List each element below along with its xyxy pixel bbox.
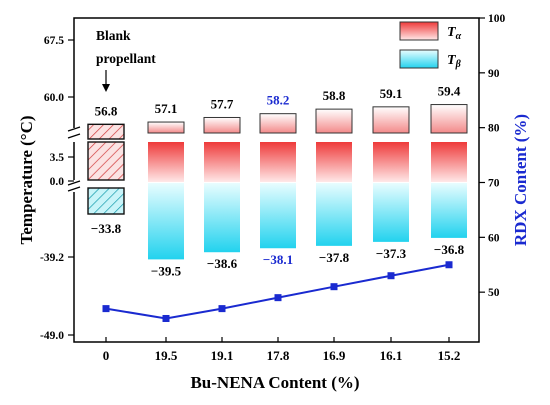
rdx-point <box>162 314 170 322</box>
bar-t-alpha-blank-lower <box>87 141 125 181</box>
bar-label-t-beta: −33.8 <box>91 221 122 236</box>
bar-label-t-alpha: 57.7 <box>211 96 234 111</box>
left-tick-label: 60.0 <box>44 92 64 104</box>
bar-label-t-beta: −38.6 <box>207 256 238 271</box>
bar-label-t-beta: −37.8 <box>319 250 350 265</box>
bar-t-alpha-upper <box>315 108 353 134</box>
x-tick-label: 16.1 <box>380 348 403 363</box>
rdx-point <box>102 305 110 313</box>
bar-t-alpha-lower <box>148 142 184 182</box>
x-tick-label: 16.9 <box>323 348 346 363</box>
bar-label-t-alpha: 56.8 <box>95 103 118 118</box>
bar-t-beta <box>148 183 184 260</box>
bar-t-beta <box>316 183 352 246</box>
x-axis-ticks: 0 19.5 19.1 17.8 16.9 16.1 15.2 <box>103 337 461 363</box>
rdx-point <box>330 283 338 291</box>
x-tick-label: 17.8 <box>267 348 290 363</box>
bar-label-t-beta: −39.5 <box>151 263 182 278</box>
bar-t-alpha-upper <box>147 121 185 134</box>
x-tick-label: 19.1 <box>211 348 234 363</box>
bar-label-t-beta: −37.3 <box>376 246 407 261</box>
bar-t-beta <box>373 183 409 242</box>
bar-t-alpha-upper <box>430 104 468 134</box>
annotation-line-2: propellant <box>96 51 156 66</box>
bar-label-t-alpha: 59.1 <box>380 86 403 101</box>
bar-t-alpha-lower <box>316 142 352 182</box>
bar-label-t-alpha: 58.8 <box>323 88 346 103</box>
bar-t-alpha-lower <box>260 142 296 182</box>
bar-t-alpha-upper <box>203 116 241 134</box>
left-tick-label: 0.0 <box>50 176 65 188</box>
right-axis-title: RDX Content (%) <box>511 114 530 246</box>
left-tick-label: 3.5 <box>50 152 65 164</box>
bar-t-beta <box>431 183 467 238</box>
bar-label-t-alpha: 58.2 <box>267 93 290 108</box>
bar-t-beta <box>204 183 240 253</box>
bar-t-beta <box>260 183 296 249</box>
bars-group <box>87 104 468 260</box>
legend-label-t-alpha: Tα <box>447 25 462 42</box>
left-axis-ticks: 67.5 60.0 3.5 0.0 -39.2 -49.0 <box>40 35 74 342</box>
annotation-line-1: Blank <box>96 28 131 43</box>
rdx-point <box>274 294 282 302</box>
right-axis-ticks: 100 90 80 70 60 50 <box>479 13 506 299</box>
left-tick-label: 67.5 <box>44 35 64 47</box>
bar-labels-group: 56.8 −33.8 57.1 −39.5 57.7 −38.6 58.2 −38.1 58.8… <box>91 84 465 279</box>
bar-t-alpha-lower <box>431 142 467 182</box>
x-tick-label: 0 <box>103 348 110 363</box>
bar-t-beta-blank <box>87 187 125 215</box>
left-axis-break-marks <box>67 126 81 192</box>
rdx-point <box>218 305 226 313</box>
right-tick-label: 80 <box>488 123 500 135</box>
bar-t-alpha-blank-upper <box>87 123 125 140</box>
annotation-arrow-head <box>102 84 110 92</box>
left-tick-label: -49.0 <box>40 330 64 342</box>
legend-swatch-t-alpha <box>399 21 439 41</box>
bar-t-alpha-upper <box>372 106 410 134</box>
bar-t-alpha-lower <box>373 142 409 182</box>
x-tick-label: 15.2 <box>438 348 461 363</box>
right-tick-label: 90 <box>488 68 500 80</box>
left-axis-title: Temperature (°C) <box>17 115 36 244</box>
rdx-line-group <box>102 261 453 322</box>
legend-swatch-t-beta <box>399 49 439 69</box>
rdx-point <box>387 272 395 280</box>
bar-label-t-beta: −38.1 <box>263 252 293 267</box>
bar-t-alpha-upper <box>259 113 297 134</box>
bar-t-alpha-lower <box>204 142 240 182</box>
rdx-point <box>445 261 453 269</box>
x-tick-label: 19.5 <box>155 348 178 363</box>
legend: Tα Tβ <box>399 21 462 70</box>
legend-label-t-beta: Tβ <box>447 53 462 70</box>
bar-label-t-alpha: 59.4 <box>438 84 461 99</box>
left-axis-break-lower <box>69 180 81 192</box>
bar-label-t-alpha: 57.1 <box>155 101 178 116</box>
right-tick-label: 50 <box>488 287 500 299</box>
left-tick-label: -39.2 <box>40 252 64 264</box>
right-tick-label: 100 <box>488 13 506 25</box>
bar-label-t-beta: −36.8 <box>434 242 465 257</box>
left-axis-break-upper <box>69 128 81 142</box>
right-tick-label: 70 <box>488 178 500 190</box>
x-axis-title: Bu-NENA Content (%) <box>190 373 359 392</box>
right-tick-label: 60 <box>488 232 500 244</box>
